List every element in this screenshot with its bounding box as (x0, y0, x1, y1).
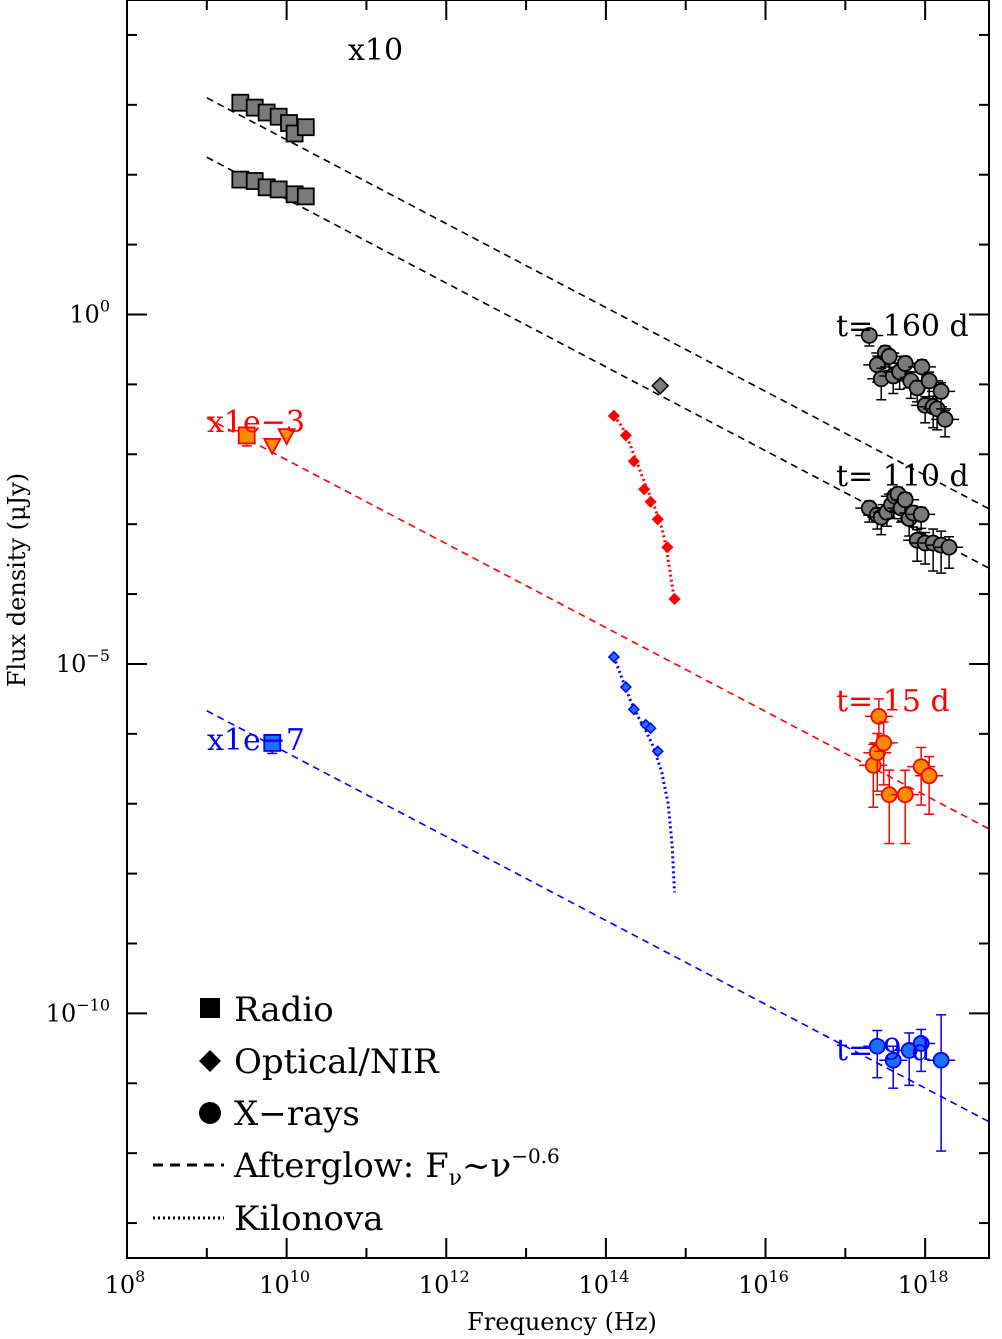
xray-point (868, 1037, 886, 1055)
xray-point (913, 358, 931, 376)
optical-point (668, 592, 681, 606)
plot-frame (126, 0, 990, 1259)
xray-point (896, 355, 914, 372)
axis-tick-labels: 108 1010 1012 1014 1016 1018 100 10−5 10−10 (46, 297, 949, 1300)
y-axis-label: Flux density (μJy) (3, 473, 31, 687)
legend-kilonova-label: Kilonova (234, 1199, 383, 1239)
legend-optical-diamond-icon (199, 1050, 221, 1072)
optical-point (607, 409, 620, 422)
optical-point (661, 541, 674, 554)
epoch-label-160d: t= 160 d (836, 309, 969, 344)
legend: Radio Optical/NIR X−rays Afterglow: Fν~ν… (153, 990, 560, 1239)
optical-point (627, 455, 640, 468)
epoch-label-15d: t= 15 d (836, 684, 950, 719)
epoch-label-9d: t= 9 d (836, 1033, 931, 1068)
x-tick-label: 1010 (259, 1267, 310, 1299)
optical-point (644, 722, 657, 735)
afterglow-line-0 (206, 97, 989, 510)
x-tick-label: 1012 (419, 1267, 470, 1299)
x-axis-label: Frequency (Hz) (467, 1308, 657, 1336)
optical-point (638, 483, 651, 496)
xray-point (884, 1051, 902, 1069)
optical-point (627, 703, 640, 716)
x-tick-label: 1014 (578, 1267, 629, 1299)
afterglow-line-1 (206, 156, 989, 569)
x-tick-label: 108 (105, 1267, 146, 1299)
optical-point (651, 745, 664, 758)
xray-point (932, 382, 950, 400)
afterglow-line-2 (206, 417, 989, 830)
legend-afterglow-text: Afterglow: Fν~ν−0.6 (233, 1144, 560, 1191)
optical-point (651, 376, 670, 395)
scale-label-160d: x10 (348, 33, 403, 68)
optical-point (651, 513, 664, 526)
x-tick-label: 1016 (738, 1267, 789, 1299)
xray-point (860, 327, 878, 344)
y-tick-label: 10−10 (46, 995, 110, 1027)
legend-radio-label: Radio (234, 990, 334, 1030)
y-tick-label: 10−5 (56, 646, 110, 678)
xray-point (932, 1051, 950, 1069)
scale-label-9d: x1e−7 (207, 723, 305, 758)
optical-point (644, 495, 657, 508)
data-layer (206, 93, 989, 1152)
xray-point (912, 1035, 930, 1052)
radio-upper-limit (262, 437, 282, 456)
scale-label-15d: x1e−3 (207, 405, 305, 440)
optical-point (619, 429, 632, 442)
legend-xray-circle-icon (199, 1102, 221, 1124)
xray-point (870, 707, 888, 725)
legend-radio-square-icon (200, 998, 220, 1018)
legend-optical-label: Optical/NIR (234, 1042, 440, 1082)
optical-point (619, 680, 632, 694)
xray-point (880, 348, 898, 365)
radio-point (296, 187, 315, 206)
xray-point (912, 505, 930, 523)
xray-point (920, 767, 938, 785)
y-tick-label: 100 (69, 297, 110, 329)
radio-point (237, 426, 256, 445)
radio-point (263, 734, 282, 752)
xray-point (875, 734, 893, 752)
x-tick-label: 1018 (898, 1267, 949, 1299)
axis-ticks (126, 0, 989, 1258)
radio-upper-limit (277, 428, 297, 447)
epoch-label-110d: t= 110 d (836, 459, 969, 494)
radio-point (269, 180, 288, 199)
optical-point (607, 650, 620, 664)
afterglow-line-3 (206, 710, 989, 1123)
kilonova-curve-2 (612, 414, 677, 602)
xray-point (940, 538, 958, 556)
xray-point (896, 786, 914, 804)
legend-xray-label: X−rays (234, 1094, 360, 1134)
kilonova-curve-3 (612, 656, 677, 893)
xray-point (896, 491, 914, 509)
radio-point (296, 118, 315, 137)
xray-point (920, 372, 938, 390)
xray-point (936, 410, 954, 428)
